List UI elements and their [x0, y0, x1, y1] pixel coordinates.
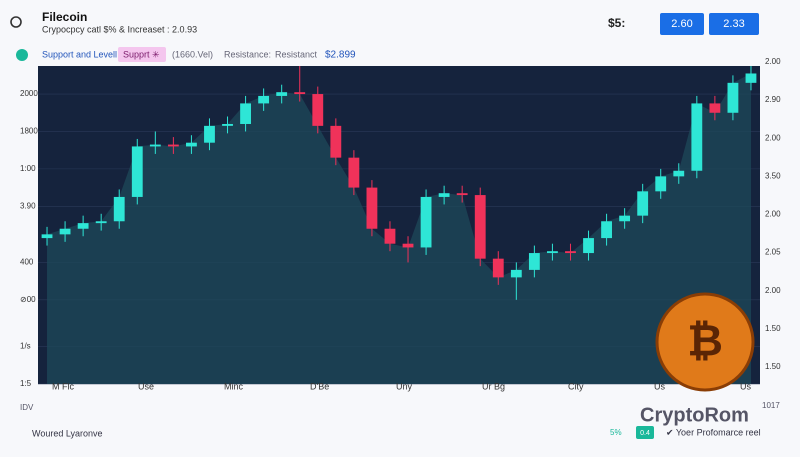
- x-tick-label: Minc: [224, 381, 244, 391]
- candle-body: [547, 251, 558, 254]
- candle-body: [691, 103, 703, 171]
- candle-body: [456, 193, 468, 196]
- y-tick-label: 2000: [20, 89, 38, 98]
- candle-body: [565, 251, 576, 254]
- x-tick-label: Us: [740, 381, 751, 391]
- candle-body: [276, 92, 288, 96]
- candle-body: [601, 221, 612, 239]
- candle-body: [528, 253, 540, 270]
- volume: (1660.Vel): [172, 49, 213, 59]
- x-tick-label: Us: [654, 381, 665, 391]
- chip-label: Supprt ✳: [123, 49, 160, 59]
- toolbar-label: Support and Levell: [42, 49, 117, 59]
- x-tick-label: Ur Bg: [482, 381, 505, 391]
- subtitle: Crypocpcy catl $% & Increaset : 2.0.93: [42, 24, 197, 34]
- candle-body: [438, 193, 450, 197]
- candle-body: [745, 73, 757, 83]
- footer-tag: IDV: [20, 403, 34, 412]
- pct: 5%: [610, 428, 622, 437]
- badge-label: 0.4: [640, 430, 650, 437]
- candle-body: [474, 195, 486, 259]
- candle-body: [420, 196, 432, 248]
- right-axis-label: 2.00: [765, 57, 781, 66]
- candle-body: [113, 196, 125, 222]
- candle-body: [492, 258, 504, 278]
- y-tick-label: 3.90: [20, 201, 36, 210]
- candle-body: [294, 92, 306, 95]
- candle-body: [149, 144, 161, 147]
- candle-body: [384, 228, 396, 244]
- right-axis-label: 3.50: [765, 171, 781, 180]
- candle-body: [709, 103, 721, 113]
- button-label: 2.33: [723, 18, 744, 30]
- price-area: [47, 73, 751, 384]
- right-axis-label: 2.90: [765, 95, 781, 104]
- footer-left: Woured Lyaronve: [32, 428, 103, 438]
- year: 1017: [762, 401, 780, 410]
- candle-body: [312, 94, 324, 126]
- bitcoin-symbol: ₿: [687, 317, 723, 366]
- button[interactable]: [660, 13, 704, 35]
- logo: [16, 49, 28, 61]
- candle-body: [131, 146, 143, 197]
- right-axis-label: 1.50: [765, 362, 781, 371]
- candle-body: [167, 144, 179, 147]
- candle-body: [510, 269, 522, 278]
- right-axis-label: 2.00: [765, 210, 781, 219]
- candle-body: [41, 234, 53, 239]
- price: $5:: [608, 16, 625, 30]
- right-axis-label: 2.00: [765, 286, 781, 295]
- resistance-value: $2.899: [325, 50, 356, 61]
- y-tick-label: 1:5: [20, 379, 32, 388]
- candle-body: [673, 170, 685, 177]
- candle-body: [95, 221, 107, 224]
- x-tick-label: M Flc: [52, 381, 74, 391]
- y-tick-label: 1/s: [20, 342, 31, 351]
- candle-body: [59, 228, 71, 235]
- bitcoin-logo: [655, 292, 755, 392]
- y-tick-label: 1800: [20, 127, 38, 136]
- right-axis-label: 1.50: [765, 324, 781, 333]
- right-axis-label: 2.00: [765, 133, 781, 142]
- x-tick-label: D'Be: [310, 381, 329, 391]
- right-axis-label: 2.05: [765, 248, 781, 257]
- candle-body: [637, 191, 649, 216]
- candle-body: [222, 123, 233, 126]
- brand: CryptoRom: [640, 404, 749, 426]
- button[interactable]: [709, 13, 759, 35]
- resistance: Resistanct: [275, 49, 318, 59]
- footer-right: ✔ Yoer Profomarce reel: [666, 427, 761, 437]
- candle-body: [186, 142, 197, 147]
- x-tick-label: City: [568, 381, 584, 391]
- title: Filecoin: [42, 10, 87, 24]
- button-label: 2.60: [671, 18, 692, 30]
- y-tick-label: 1:00: [20, 164, 36, 173]
- candle-body: [240, 103, 251, 124]
- candle-body: [330, 125, 342, 158]
- candle-body: [402, 243, 414, 248]
- resistance: Resistance:: [224, 49, 271, 59]
- candle-body: [77, 223, 89, 229]
- x-tick-label: Use: [138, 381, 154, 391]
- badge: [636, 426, 654, 439]
- candle-body: [727, 82, 739, 113]
- candle-body: [655, 176, 667, 192]
- chip[interactable]: [118, 47, 166, 62]
- candle-body: [258, 95, 270, 104]
- candle-body: [204, 125, 215, 143]
- y-tick-label: ⊘00: [20, 295, 36, 304]
- candle-body: [619, 215, 631, 222]
- x-tick-label: Uny: [396, 381, 413, 391]
- candle-body: [348, 157, 360, 188]
- search-icon[interactable]: [10, 16, 22, 28]
- candle-body: [366, 187, 378, 229]
- candle-body: [583, 238, 594, 254]
- y-tick-label: 400: [20, 258, 34, 267]
